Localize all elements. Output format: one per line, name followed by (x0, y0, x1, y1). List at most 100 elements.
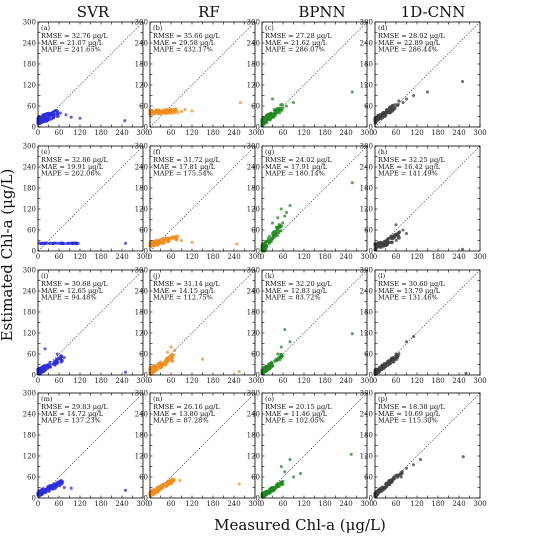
data-point (283, 470, 287, 474)
panel-stat: MAPE = 202.06% (41, 170, 101, 178)
data-point (284, 104, 289, 108)
x-tick-label: 120 (185, 377, 198, 385)
x-tick-label: 180 (318, 129, 331, 137)
x-tick-label: 240 (227, 377, 240, 385)
data-point (267, 366, 271, 370)
panel-stat: RMSE = 35.66 μg/L (153, 32, 220, 40)
data-point (264, 368, 268, 372)
data-point (461, 455, 465, 459)
x-tick-label: 180 (431, 129, 444, 137)
data-point (269, 362, 273, 366)
panel-label: (o) (265, 395, 275, 403)
data-point (263, 241, 267, 245)
y-tick-label: 0 (369, 494, 373, 502)
x-tick-label: 240 (339, 129, 352, 137)
x-tick-label: 60 (279, 253, 288, 261)
panel-label: (f) (153, 148, 161, 156)
data-point (270, 97, 275, 101)
panel-label: (e) (41, 148, 50, 156)
data-point (161, 237, 165, 241)
x-tick-label: 120 (297, 500, 310, 508)
y-tick-label: 60 (364, 102, 373, 110)
x-tick-label: 0 (148, 253, 152, 261)
y-tick-label: 300 (247, 266, 260, 274)
data-point (271, 234, 276, 238)
data-point (276, 226, 280, 230)
panel-stat: RMSE = 29.83 μg/L (41, 403, 108, 411)
y-tick-label: 300 (23, 266, 36, 274)
x-tick-label: 240 (227, 500, 240, 508)
x-tick-label: 300 (360, 377, 373, 385)
data-point (69, 486, 73, 490)
data-point (237, 369, 241, 374)
panel-label: (j) (153, 272, 161, 280)
data-point (274, 111, 278, 115)
data-point (52, 111, 56, 115)
data-point (401, 100, 405, 105)
y-tick-label: 120 (360, 329, 373, 337)
panel-d: 00 60 60 120 120 180 180 240 240 300 300 (d)RMSE = … (360, 18, 487, 137)
x-tick-label: 120 (297, 377, 310, 385)
x-tick-label: 300 (136, 500, 149, 508)
panel-stat: MAE = 13.79 μg/L (378, 287, 441, 295)
y-tick-label: 0 (256, 494, 260, 502)
data-point (411, 334, 416, 339)
data-point (59, 360, 63, 364)
panel-stat: MAPE = 432.17% (153, 46, 213, 54)
data-point (375, 491, 379, 495)
data-point (380, 113, 384, 117)
panel-stat: RMSE = 27.28 μg/L (265, 32, 332, 40)
panel-stat: MAPE = 112.75% (153, 294, 213, 302)
data-point (279, 354, 283, 358)
x-tick-label: 0 (373, 500, 377, 508)
x-tick-label: 180 (94, 253, 107, 261)
panel-p: 00 60 60 120 120 180 180 240 240 300 300 (p)RMSE = … (360, 389, 487, 508)
y-tick-label: 60 (139, 226, 148, 234)
x-tick-label: 180 (206, 129, 219, 137)
x-tick-label: 300 (136, 377, 149, 385)
data-point (155, 242, 159, 247)
x-tick-label: 240 (339, 377, 352, 385)
y-tick-label: 180 (23, 308, 36, 316)
y-tick-label: 300 (23, 142, 36, 150)
data-point (392, 106, 396, 110)
y-tick-label: 300 (23, 389, 36, 397)
data-point (174, 237, 178, 241)
y-tick-label: 240 (360, 39, 373, 47)
data-point (156, 112, 160, 116)
y-tick-label: 0 (32, 494, 36, 502)
x-tick-label: 60 (392, 253, 401, 261)
data-point (397, 99, 401, 103)
y-tick-label: 120 (23, 205, 36, 213)
data-point (401, 228, 405, 232)
panel-stat: MAPE = 87.28% (153, 417, 209, 425)
data-point (123, 488, 128, 492)
column-title-svr: SVR (77, 3, 110, 21)
data-point (376, 243, 380, 247)
reference-line-1-1 (37, 269, 144, 376)
data-point (268, 491, 272, 495)
data-point (404, 97, 409, 101)
y-tick-label: 300 (135, 142, 148, 150)
y-tick-label: 240 (360, 163, 373, 171)
data-point (270, 236, 274, 240)
y-tick-label: 0 (32, 371, 36, 379)
data-point (58, 111, 62, 115)
data-point (277, 230, 281, 234)
data-point (394, 223, 398, 227)
reference-line-1-1 (374, 145, 481, 252)
panel-stat: MAE = 14.72 μg/L (41, 410, 104, 418)
x-tick-label: 180 (94, 377, 107, 385)
x-tick-label: 120 (297, 129, 310, 137)
data-point (390, 356, 394, 360)
panel-stat: RMSE = 32.20 μg/L (265, 280, 332, 288)
x-tick-label: 300 (473, 377, 486, 385)
data-point (276, 106, 280, 110)
x-tick-label: 0 (148, 500, 152, 508)
data-point (48, 362, 52, 366)
data-point (162, 108, 166, 112)
data-point (55, 352, 59, 356)
